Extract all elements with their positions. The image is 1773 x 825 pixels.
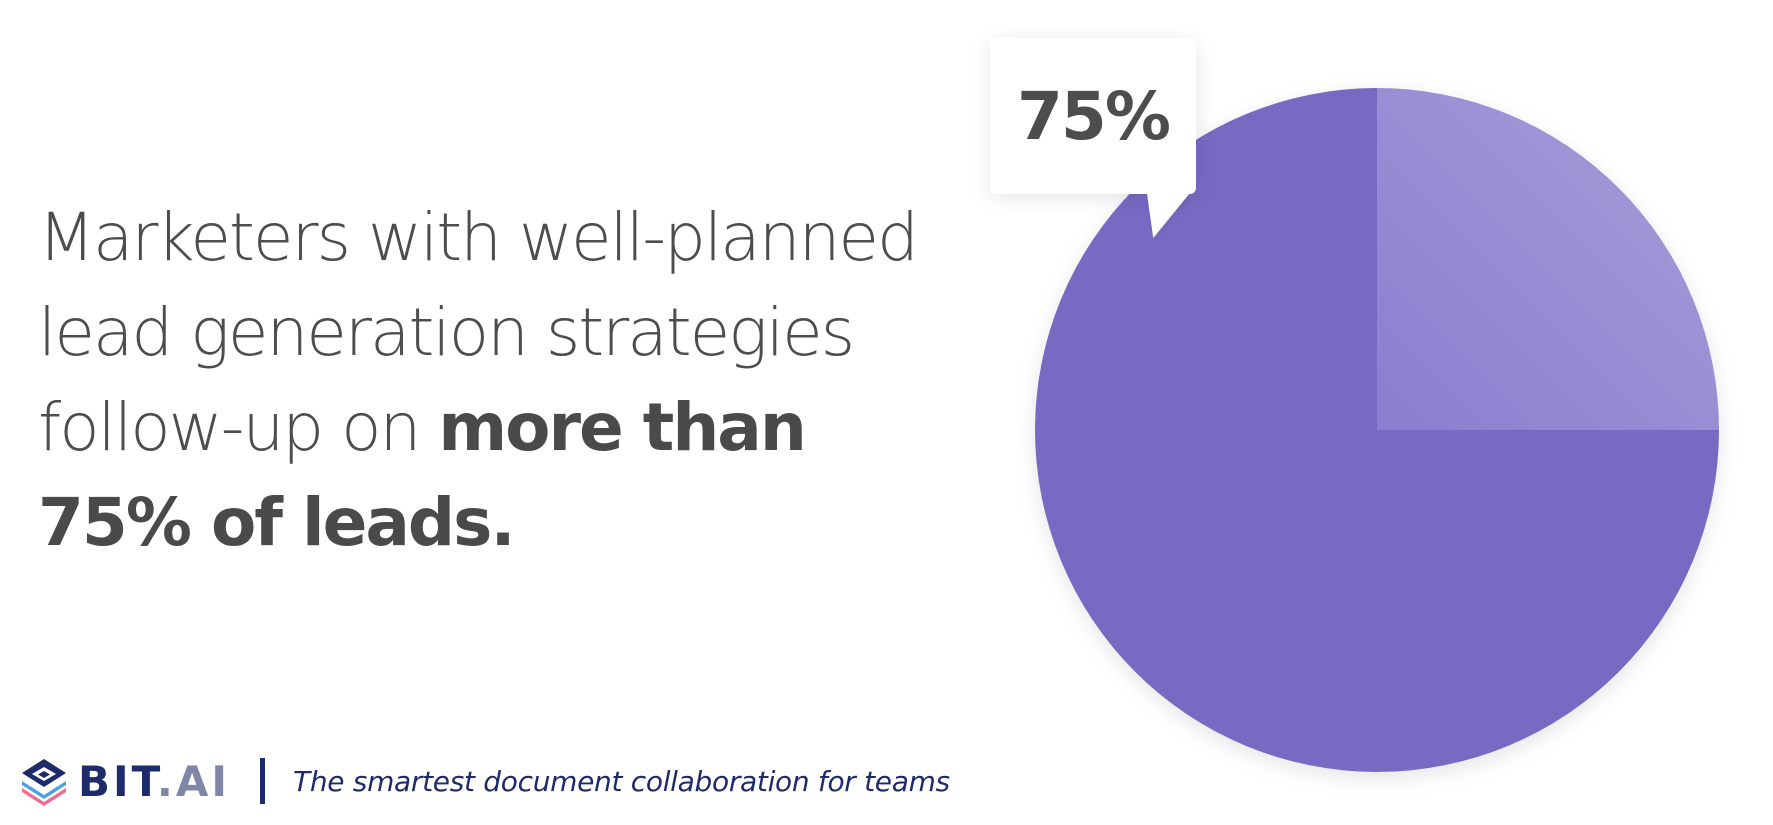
- pie-slice-minor: [1377, 88, 1719, 430]
- percentage-callout: 75%: [990, 38, 1196, 194]
- headline-line-3: follow-up on more than: [38, 380, 938, 475]
- callout-pointer: [1146, 192, 1198, 238]
- headline-line-4-bold: 75% of leads.: [38, 484, 516, 561]
- footer-divider: [260, 758, 266, 804]
- brand-main: BIT: [78, 756, 157, 806]
- brand-name: BIT.AI: [78, 757, 230, 806]
- headline-line-3-regular: follow-up on: [38, 389, 439, 466]
- headline-line-3-bold: more than: [438, 389, 806, 466]
- headline-line-4: 75% of leads.: [38, 475, 938, 570]
- headline-line-1: Marketers with well-planned: [38, 199, 919, 276]
- callout-label: 75%: [1017, 77, 1171, 155]
- brand-suffix: .AI: [156, 756, 231, 806]
- headline-line-2: lead generation strategies: [38, 294, 855, 371]
- bit-ai-logo-icon: [22, 759, 66, 806]
- headline: Marketers with well-planned lead generat…: [38, 190, 938, 570]
- footer: BIT.AI The smartest document collaborati…: [18, 752, 950, 810]
- tagline: The smartest document collaboration for …: [293, 764, 950, 798]
